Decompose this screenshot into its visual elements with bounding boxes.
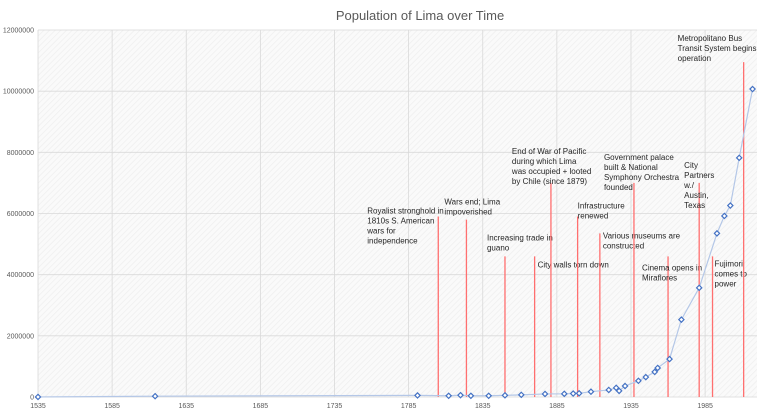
annotation-text: power	[715, 279, 737, 288]
annotation-text: Miraflores	[642, 273, 677, 282]
data-point	[467, 392, 475, 400]
data-point	[34, 393, 42, 401]
annotation-text: Transit System begins	[678, 44, 757, 53]
axis-ticks: 0 2000000 4000000 6000000 8000000 10000000 120…	[3, 28, 713, 411]
y-tick-label: 0	[30, 395, 34, 402]
x-tick-label: 1785	[401, 403, 417, 410]
x-tick-label: 1635	[178, 403, 194, 410]
annotation-text: operation	[678, 54, 711, 63]
y-tick-label: 10000000	[3, 89, 34, 96]
x-tick-label: 1885	[549, 403, 565, 410]
x-tick-label: 1535	[30, 403, 46, 410]
data-point	[541, 390, 549, 398]
data-point	[414, 391, 421, 399]
x-tick-label: 1935	[623, 403, 639, 410]
data-point	[615, 387, 623, 395]
data-point	[575, 389, 583, 397]
annotation-text: Metropolitano Bus	[678, 34, 742, 43]
data-point	[151, 392, 159, 400]
x-tick-label: 1985	[697, 403, 713, 410]
gridlines	[37, 29, 757, 398]
data-point	[695, 284, 703, 292]
data-point	[666, 355, 673, 363]
annotation-text: City walls torn down	[538, 260, 609, 269]
annotation-text: was occupied + looted	[511, 167, 591, 176]
data-point	[713, 229, 721, 237]
series	[34, 85, 757, 401]
data-point	[517, 391, 525, 399]
chart-title: Population of Lima over Time	[336, 8, 504, 23]
annotation-text: Partners	[684, 171, 714, 180]
annotation-text: w./	[683, 181, 695, 190]
annotation-text: End of War of Pacific	[512, 147, 586, 156]
data-point	[651, 368, 659, 376]
data-point	[587, 388, 595, 396]
x-tick-label: 1735	[327, 403, 343, 410]
y-tick-label: 2000000	[7, 333, 34, 340]
data-point	[735, 154, 743, 162]
data-point	[749, 85, 757, 93]
annotation-text: during which Lima	[512, 157, 577, 166]
annotation-text: Cinema opens in	[642, 263, 702, 272]
data-point	[485, 392, 493, 400]
x-tick-label: 1685	[253, 403, 269, 410]
annotation-text: City	[684, 161, 698, 170]
annotation-text: guano	[487, 243, 510, 252]
y-tick-label: 6000000	[7, 211, 34, 218]
annotation-text: independence	[367, 237, 418, 246]
x-tick-label: 1835	[475, 403, 491, 410]
annotation-text: Symphony Orchestra	[604, 173, 680, 182]
annotation-text: by Chile (since 1879)	[512, 177, 587, 186]
data-point	[726, 202, 734, 209]
data-point	[501, 391, 509, 399]
annotation-text: Various museums are	[603, 231, 681, 240]
annotation-text: Wars end; Lima	[444, 198, 500, 207]
annotation-text: built & National	[604, 163, 658, 172]
annotation-text: comes to	[715, 269, 748, 278]
annotation-text: impoverished	[444, 208, 492, 217]
annotation-text: Increasing trade in	[487, 233, 553, 242]
annotation-text: constructed	[603, 241, 644, 250]
annotation-label: City walls torn down	[538, 260, 609, 269]
data-point	[569, 390, 577, 397]
annotation-text: 1810s S. American	[367, 217, 434, 226]
data-point	[605, 386, 613, 394]
data-point	[654, 364, 662, 372]
annotation-text: founded	[604, 183, 633, 192]
annotation-text: Texas	[684, 201, 705, 210]
data-point	[642, 373, 650, 381]
y-tick-label: 8000000	[7, 150, 34, 157]
data-point	[621, 382, 629, 390]
annotation-text: renewed	[578, 212, 609, 221]
annotation-text: Infrastructure	[578, 202, 626, 211]
data-point	[560, 390, 568, 398]
annotation-text: Austin,	[684, 191, 708, 200]
annotation-text: wars for	[366, 227, 396, 236]
x-tick-label: 1585	[104, 403, 120, 410]
annotation-text: Fujimori	[715, 259, 744, 268]
data-point	[677, 316, 685, 324]
annotation-text: Royalist stronghold in	[367, 207, 443, 216]
data-point	[720, 212, 728, 220]
data-point	[634, 377, 642, 385]
annotation-text: Government palace	[604, 153, 674, 162]
y-tick-label: 4000000	[7, 272, 34, 279]
y-tick-label: 12000000	[3, 28, 34, 35]
data-point	[457, 391, 464, 399]
data-point	[445, 392, 453, 400]
